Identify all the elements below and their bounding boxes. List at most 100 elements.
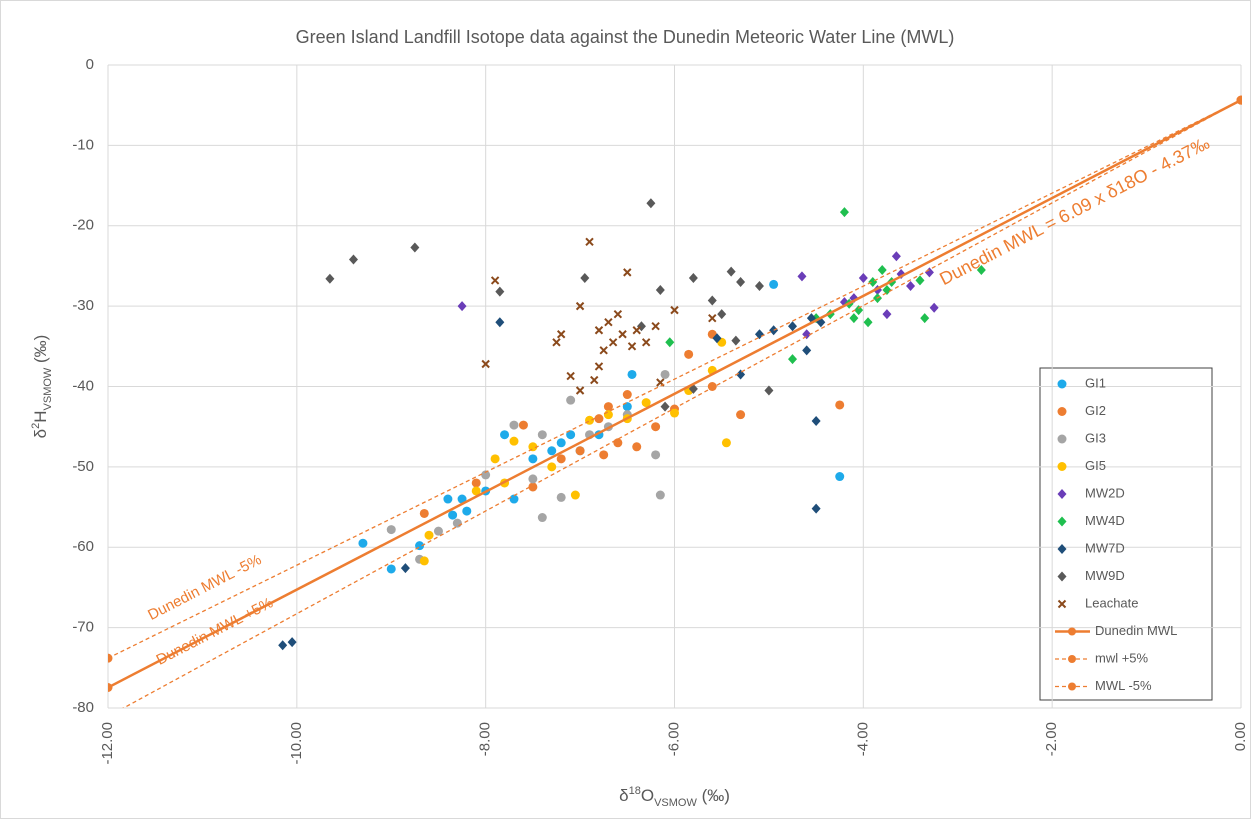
point [509,420,519,430]
point [882,285,892,296]
point [788,354,798,365]
y-axis-label-part: H [31,410,50,422]
legend-marker [1057,571,1067,582]
point [457,494,467,504]
legend-marker [1057,599,1067,609]
point [627,342,637,351]
point [802,329,812,340]
point [575,386,585,395]
point [717,309,727,320]
point [528,474,538,484]
point [500,430,510,440]
point [708,313,717,323]
point [655,285,665,296]
point [976,264,986,275]
y-axis-label-part: (‰) [31,335,50,368]
point [641,398,651,408]
y-tick-label: -70 [72,619,94,636]
point [386,564,396,574]
point [410,242,420,253]
point [622,390,632,400]
legend-marker [1068,655,1076,663]
point [552,338,561,347]
point [575,446,585,456]
point [419,556,429,566]
legend-marker [1057,489,1067,499]
x-axis-label-part: (‰) [697,786,730,805]
point [684,349,694,359]
point [537,430,547,440]
point [603,410,613,420]
point [419,508,429,518]
point [594,326,604,335]
plot-area [108,95,1242,708]
point [891,251,901,262]
point [566,395,576,405]
point [443,494,453,504]
point [632,326,641,335]
point [736,369,746,380]
point [278,640,288,651]
y-axis-label: δ2HVSMOW (‰) [30,335,54,439]
point [868,277,878,288]
point [623,268,632,277]
legend-label: MW7D [1085,540,1125,555]
point [622,402,632,412]
legend-label: MWL -5% [1095,678,1152,693]
legend-label: GI3 [1085,430,1106,445]
point [811,503,821,514]
legend-marker [1068,682,1076,691]
point [924,267,934,278]
x-axis-label-part: O [641,786,654,805]
point [627,369,637,379]
point [769,279,779,289]
x-axis-label-part: 18 [629,785,641,797]
x-axis-label-part: VSMOW [654,797,697,809]
point [585,415,595,425]
point [599,450,609,460]
point [537,513,547,523]
legend-label: MW2D [1085,485,1125,500]
point [920,313,930,324]
x-tick-label: -8.00 [477,722,494,756]
y-axis-label-part: VSMOW [42,367,54,410]
point [849,313,859,324]
point [547,446,557,456]
point [707,295,717,306]
y-tick-label: -60 [72,538,94,555]
point [863,317,873,328]
point [566,371,575,381]
point [495,317,505,328]
legend-label: MW9D [1085,568,1125,583]
x-tick-label: 0.00 [1232,722,1249,751]
legend-marker [1068,627,1076,636]
point [670,408,679,418]
x-tick-label: -12.00 [99,722,116,765]
point [929,302,939,313]
point [457,301,467,312]
point [858,272,868,283]
point [811,416,821,427]
point [556,492,566,502]
legend-marker [1057,544,1067,554]
point [651,422,661,432]
point [424,530,434,540]
point [835,472,845,482]
point [528,442,538,452]
legend-marker [1057,407,1067,416]
x-axis-label: δ18OVSMOW (‰) [619,785,730,809]
point [877,264,887,275]
point [358,538,368,548]
mwl-line [122,99,1242,708]
point [452,518,462,528]
point [599,346,608,355]
point [556,330,566,339]
point [603,402,613,412]
point [731,335,741,346]
point [613,309,623,319]
point [618,330,627,339]
point [839,207,849,218]
point [594,414,604,424]
point [835,400,845,410]
